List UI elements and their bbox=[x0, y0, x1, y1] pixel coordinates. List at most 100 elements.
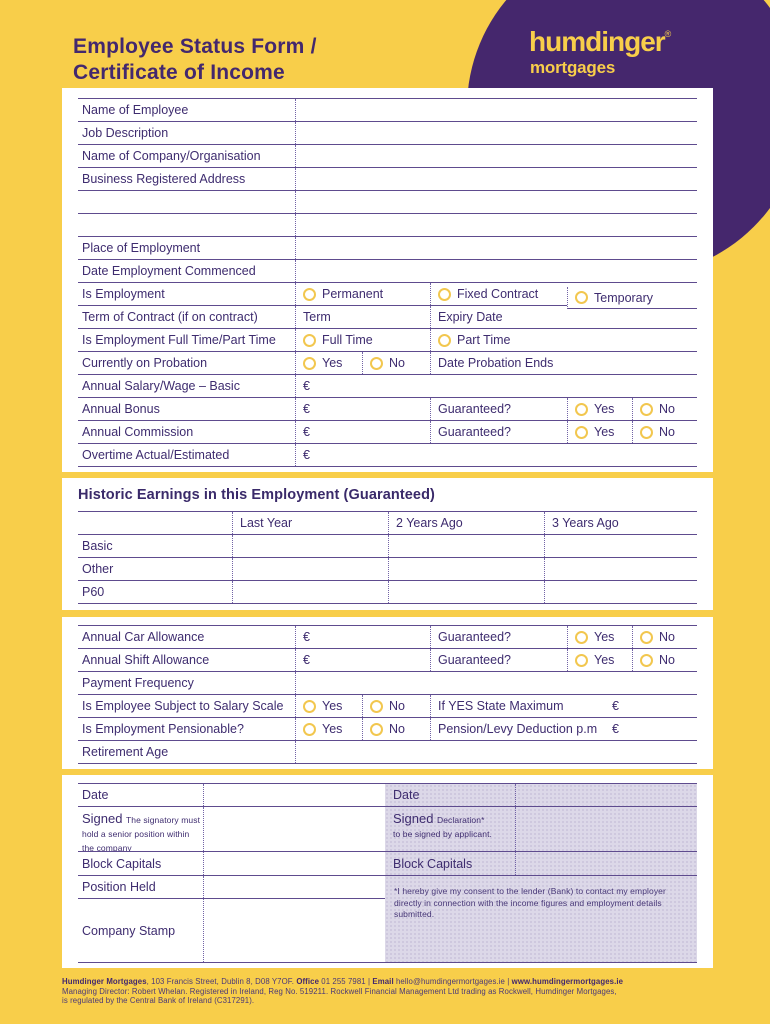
job-description-label: Job Description bbox=[82, 126, 169, 140]
radio-commission-no-icon[interactable] bbox=[640, 425, 653, 439]
option-temporary: Temporary bbox=[567, 287, 697, 309]
col-last-year: Last Year bbox=[232, 512, 388, 534]
footer-email-value: hello@humdingermortgages.ie | bbox=[393, 977, 512, 986]
radio-full-time-icon[interactable] bbox=[303, 333, 316, 347]
business-address-field[interactable] bbox=[295, 168, 697, 190]
col-3-years-ago: 3 Years Ago bbox=[544, 512, 697, 534]
annual-commission-field[interactable]: € bbox=[295, 421, 430, 443]
company-stamp-field[interactable] bbox=[203, 899, 385, 962]
place-of-employment-label: Place of Employment bbox=[82, 241, 201, 255]
page-title: Employee Status Form / Certificate of In… bbox=[73, 34, 317, 86]
p60-3-years-field[interactable] bbox=[544, 581, 697, 603]
radio-bonus-yes-icon[interactable] bbox=[575, 402, 588, 416]
footer-office-label: Office bbox=[296, 977, 320, 986]
other-last-year-field[interactable] bbox=[232, 558, 388, 580]
annual-salary-field[interactable]: € bbox=[295, 375, 697, 397]
expiry-date-label: Expiry Date bbox=[438, 310, 503, 324]
table-row: Annual Car Allowance € Guaranteed? Yes N… bbox=[78, 626, 697, 649]
declaration-note-2: to be signed by applicant. bbox=[393, 829, 493, 839]
option-bonus-guaranteed-yes: Yes bbox=[567, 398, 632, 420]
employer-block-capitals-field[interactable] bbox=[203, 852, 385, 875]
radio-car-no-icon[interactable] bbox=[640, 630, 653, 644]
basic-3-years-field[interactable] bbox=[544, 535, 697, 557]
annual-bonus-label: Annual Bonus bbox=[82, 402, 160, 416]
basic-last-year-field[interactable] bbox=[232, 535, 388, 557]
date-commenced-field[interactable] bbox=[295, 260, 697, 282]
table-row: Is Employment Full Time/Part Time Full T… bbox=[78, 329, 697, 352]
footer: Humdinger Mortgages, 103 Francis Street,… bbox=[62, 977, 722, 1006]
salary-scale-label: Is Employee Subject to Salary Scale bbox=[82, 699, 284, 713]
table-row: Term of Contract (if on contract) Term E… bbox=[78, 306, 697, 329]
employer-date-label: Date bbox=[82, 788, 109, 802]
if-yes-max-field[interactable]: If YES State Maximum € bbox=[430, 695, 697, 717]
signed-note: The signatory must hold a senior positio… bbox=[82, 815, 201, 851]
basic-2-years-field[interactable] bbox=[388, 535, 544, 557]
table-row: Block Capitals bbox=[385, 852, 697, 876]
historic-earnings-table: Last Year 2 Years Ago 3 Years Ago Basic … bbox=[78, 511, 697, 604]
name-of-employee-field[interactable] bbox=[295, 99, 697, 121]
applicant-signed-field[interactable] bbox=[515, 807, 697, 851]
radio-shift-yes-icon[interactable] bbox=[575, 653, 588, 667]
place-of-employment-field[interactable] bbox=[295, 237, 697, 259]
position-held-field[interactable] bbox=[203, 876, 385, 898]
radio-commission-yes-icon[interactable] bbox=[575, 425, 588, 439]
payment-frequency-field[interactable] bbox=[295, 672, 697, 694]
company-name-field[interactable] bbox=[295, 145, 697, 167]
table-row: Date bbox=[385, 784, 697, 807]
radio-permanent-icon[interactable] bbox=[303, 287, 316, 301]
footer-address: , 103 Francis Street, Dublin 8, D08 Y7OF… bbox=[146, 977, 297, 986]
business-address-field-2[interactable] bbox=[295, 191, 697, 213]
option-bonus-guaranteed-no: No bbox=[632, 398, 697, 420]
radio-pensionable-no-icon[interactable] bbox=[370, 722, 383, 736]
humdinger-logo: humdinger® mortgages bbox=[529, 28, 671, 77]
signed-word: Signed bbox=[393, 811, 434, 826]
retirement-age-field[interactable] bbox=[295, 741, 697, 763]
radio-probation-no-icon[interactable] bbox=[370, 356, 383, 370]
p60-2-years-field[interactable] bbox=[388, 581, 544, 603]
radio-part-time-icon[interactable] bbox=[438, 333, 451, 347]
yes-label: Yes bbox=[322, 699, 343, 713]
radio-salary-scale-yes-icon[interactable] bbox=[303, 699, 316, 713]
table-header-row: Last Year 2 Years Ago 3 Years Ago bbox=[78, 512, 697, 535]
signature-card: Date Signed The signatory must hold a se… bbox=[62, 775, 713, 968]
euro-sign: € bbox=[303, 425, 310, 439]
business-address-field-3[interactable] bbox=[295, 214, 697, 236]
job-description-field[interactable] bbox=[295, 122, 697, 144]
euro-sign: € bbox=[303, 630, 310, 644]
euro-sign: € bbox=[612, 722, 619, 736]
fixed-contract-label: Fixed Contract bbox=[457, 287, 539, 301]
other-3-years-field[interactable] bbox=[544, 558, 697, 580]
table-row: Is Employee Subject to Salary Scale Yes … bbox=[78, 695, 697, 718]
pension-deduction-field[interactable]: Pension/Levy Deduction p.m € bbox=[430, 718, 697, 740]
radio-salary-scale-no-icon[interactable] bbox=[370, 699, 383, 713]
radio-shift-no-icon[interactable] bbox=[640, 653, 653, 667]
expiry-date-field[interactable]: Expiry Date bbox=[430, 306, 697, 328]
option-commission-guaranteed-yes: Yes bbox=[567, 421, 632, 443]
option-commission-guaranteed-no: No bbox=[632, 421, 697, 443]
p60-last-year-field[interactable] bbox=[232, 581, 388, 603]
temporary-label: Temporary bbox=[594, 290, 654, 305]
employer-signed-field[interactable] bbox=[203, 807, 385, 851]
applicant-block-capitals-field[interactable] bbox=[515, 852, 697, 875]
overtime-field[interactable]: € bbox=[295, 444, 697, 466]
term-field[interactable]: Term bbox=[295, 306, 430, 328]
radio-probation-yes-icon[interactable] bbox=[303, 356, 316, 370]
probation-ends-field[interactable]: Date Probation Ends bbox=[430, 352, 697, 374]
applicant-date-field[interactable] bbox=[515, 784, 697, 806]
radio-temporary-icon[interactable] bbox=[575, 291, 588, 304]
bonus-guaranteed-label: Guaranteed? bbox=[430, 398, 567, 420]
car-allowance-field[interactable]: € bbox=[295, 626, 430, 648]
euro-sign: € bbox=[303, 448, 310, 462]
radio-pensionable-yes-icon[interactable] bbox=[303, 722, 316, 736]
other-2-years-field[interactable] bbox=[388, 558, 544, 580]
term-label: Term bbox=[303, 310, 331, 324]
table-row: Name of Company/Organisation bbox=[78, 145, 697, 168]
payment-frequency-label: Payment Frequency bbox=[82, 676, 194, 690]
shift-allowance-field[interactable]: € bbox=[295, 649, 430, 671]
radio-bonus-no-icon[interactable] bbox=[640, 402, 653, 416]
annual-bonus-field[interactable]: € bbox=[295, 398, 430, 420]
table-row: P60 bbox=[78, 581, 697, 604]
employer-date-field[interactable] bbox=[203, 784, 385, 806]
radio-fixed-contract-icon[interactable] bbox=[438, 287, 451, 301]
radio-car-yes-icon[interactable] bbox=[575, 630, 588, 644]
